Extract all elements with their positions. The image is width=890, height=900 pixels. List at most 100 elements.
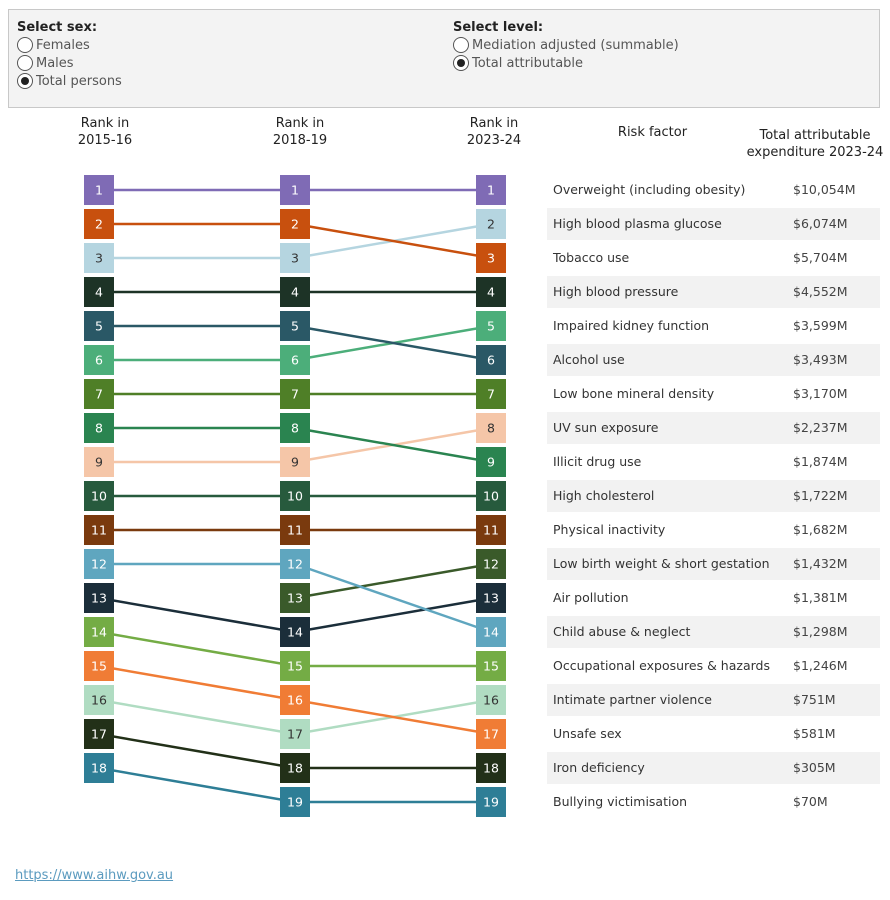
rank-marker[interactable]: 15 <box>476 651 506 681</box>
rank-marker[interactable]: 7 <box>84 379 114 409</box>
rank-marker[interactable]: 2 <box>84 209 114 239</box>
rank-marker[interactable]: 4 <box>280 277 310 307</box>
rank-marker[interactable]: 2 <box>476 209 506 239</box>
rank-marker[interactable]: 5 <box>476 311 506 341</box>
level-option-total-attributable[interactable]: Total attributable <box>453 54 679 72</box>
rank-number: 15 <box>287 659 303 674</box>
table-row[interactable]: Physical inactivity $1,682M <box>547 514 880 546</box>
table-row[interactable]: Occupational exposures & hazards $1,246M <box>547 650 880 682</box>
rank-marker[interactable]: 17 <box>84 719 114 749</box>
table-row[interactable]: High blood pressure $4,552M <box>547 276 880 308</box>
rank-marker[interactable]: 17 <box>476 719 506 749</box>
rank-marker[interactable]: 5 <box>84 311 114 341</box>
source-link[interactable]: https://www.aihw.gov.au <box>15 868 174 883</box>
rank-box <box>280 345 310 375</box>
rank-marker[interactable]: 18 <box>280 753 310 783</box>
rank-marker[interactable]: 3 <box>84 243 114 273</box>
rank-marker[interactable]: 8 <box>476 413 506 443</box>
rank-marker[interactable]: 12 <box>476 549 506 579</box>
radio-button[interactable] <box>453 37 469 53</box>
rank-number: 19 <box>483 795 499 810</box>
rank-marker[interactable]: 9 <box>280 447 310 477</box>
rank-marker[interactable]: 9 <box>84 447 114 477</box>
rank-marker[interactable]: 3 <box>280 243 310 273</box>
table-row[interactable]: Illicit drug use $1,874M <box>547 446 880 478</box>
rank-marker[interactable]: 19 <box>476 787 506 817</box>
rank-number: 8 <box>95 421 103 436</box>
rank-marker[interactable]: 10 <box>476 481 506 511</box>
rank-marker[interactable]: 17 <box>280 719 310 749</box>
rank-marker[interactable]: 14 <box>280 617 310 647</box>
sex-option-females[interactable]: Females <box>17 36 122 54</box>
rank-marker[interactable]: 10 <box>280 481 310 511</box>
radio-button[interactable] <box>17 37 33 53</box>
rank-marker[interactable]: 6 <box>476 345 506 375</box>
table-row[interactable]: Iron deficiency $305M <box>547 752 880 784</box>
rank-marker[interactable]: 10 <box>84 481 114 511</box>
table-row[interactable]: Bullying victimisation $70M <box>547 786 880 818</box>
rank-marker[interactable]: 9 <box>476 447 506 477</box>
rank-marker[interactable]: 6 <box>84 345 114 375</box>
rank-marker[interactable]: 7 <box>280 379 310 409</box>
rank-marker[interactable]: 16 <box>84 685 114 715</box>
rank-marker[interactable]: 1 <box>84 175 114 205</box>
rank-marker[interactable]: 8 <box>84 413 114 443</box>
table-row[interactable]: Impaired kidney function $3,599M <box>547 310 880 342</box>
rank-marker[interactable]: 2 <box>280 209 310 239</box>
rank-number: 11 <box>483 523 499 538</box>
rank-marker[interactable]: 14 <box>476 617 506 647</box>
rank-marker[interactable]: 1 <box>476 175 506 205</box>
rank-marker[interactable]: 7 <box>476 379 506 409</box>
table-row[interactable]: Tobacco use $5,704M <box>547 242 880 274</box>
radio-button[interactable] <box>453 55 469 71</box>
table-row[interactable]: UV sun exposure $2,237M <box>547 412 880 444</box>
sex-option-males[interactable]: Males <box>17 54 122 72</box>
rank-marker[interactable]: 3 <box>476 243 506 273</box>
rank-number: 6 <box>291 353 299 368</box>
rank-marker[interactable]: 13 <box>280 583 310 613</box>
rank-marker[interactable]: 11 <box>280 515 310 545</box>
table-row[interactable]: Low bone mineral density $3,170M <box>547 378 880 410</box>
rank-marker[interactable]: 16 <box>280 685 310 715</box>
level-option-label: Mediation adjusted (summable) <box>472 37 679 53</box>
rank-marker[interactable]: 19 <box>280 787 310 817</box>
sex-filter-title: Select sex: <box>17 20 98 35</box>
rank-marker[interactable]: 1 <box>280 175 310 205</box>
table-row[interactable]: Child abuse & neglect $1,298M <box>547 616 880 648</box>
rank-marker[interactable]: 13 <box>84 583 114 613</box>
rank-number: 17 <box>287 727 303 742</box>
rank-marker[interactable]: 11 <box>476 515 506 545</box>
rank-marker[interactable]: 13 <box>476 583 506 613</box>
sex-option-total-persons[interactable]: Total persons <box>17 72 122 90</box>
table-row[interactable]: Low birth weight & short gestation $1,432… <box>547 548 880 580</box>
rank-marker[interactable]: 4 <box>84 277 114 307</box>
level-option-mediation-adjusted[interactable]: Mediation adjusted (summable) <box>453 36 679 54</box>
rank-number: 15 <box>91 659 107 674</box>
rank-marker[interactable]: 12 <box>280 549 310 579</box>
rank-number: 6 <box>487 353 495 368</box>
rank-marker[interactable]: 18 <box>476 753 506 783</box>
rank-marker[interactable]: 6 <box>280 345 310 375</box>
risk-factor-label: Iron deficiency <box>553 760 645 775</box>
table-row[interactable]: Overweight (including obesity) $10,054M <box>547 174 880 206</box>
table-row[interactable]: High blood plasma glucose $6,074M <box>547 208 880 240</box>
risk-factor-label: UV sun exposure <box>553 420 659 435</box>
rank-marker[interactable]: 12 <box>84 549 114 579</box>
table-row[interactable]: Air pollution $1,381M <box>547 582 880 614</box>
rank-marker[interactable]: 4 <box>476 277 506 307</box>
rank-marker[interactable]: 16 <box>476 685 506 715</box>
radio-button[interactable] <box>17 73 33 89</box>
rank-marker[interactable]: 8 <box>280 413 310 443</box>
table-row[interactable]: Alcohol use $3,493M <box>547 344 880 376</box>
rank-marker[interactable]: 14 <box>84 617 114 647</box>
rank-marker[interactable]: 15 <box>84 651 114 681</box>
rank-marker[interactable]: 15 <box>280 651 310 681</box>
radio-button[interactable] <box>17 55 33 71</box>
rank-box <box>84 175 114 205</box>
table-row[interactable]: Unsafe sex $581M <box>547 718 880 750</box>
table-row[interactable]: High cholesterol $1,722M <box>547 480 880 512</box>
rank-marker[interactable]: 18 <box>84 753 114 783</box>
rank-marker[interactable]: 11 <box>84 515 114 545</box>
rank-marker[interactable]: 5 <box>280 311 310 341</box>
table-row[interactable]: Intimate partner violence $751M <box>547 684 880 716</box>
